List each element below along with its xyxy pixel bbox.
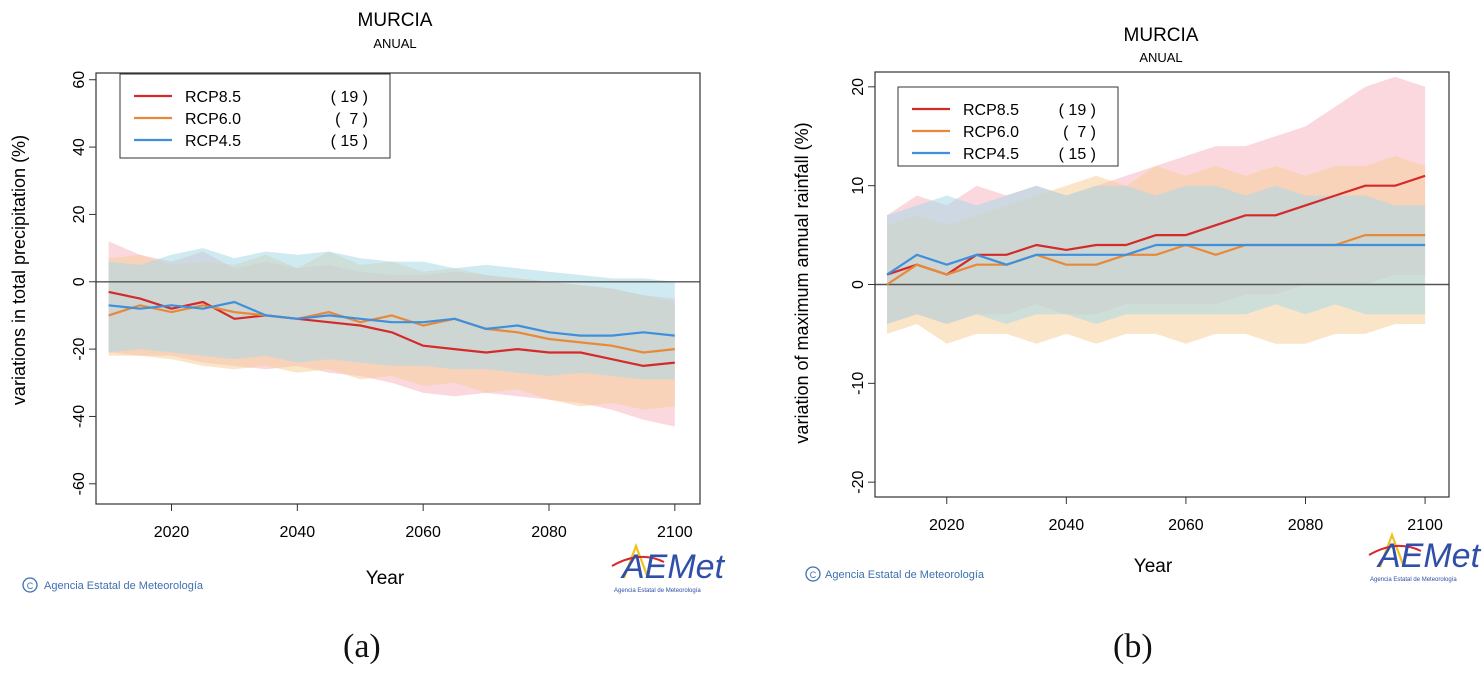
chart-b-copyright-icon: C	[805, 566, 821, 582]
chart-b-logo: AEMet Agencia Estatal de Meteorología	[1368, 531, 1482, 583]
chart-a-logo-text: AEMet	[620, 548, 726, 586]
chart-a-legend-count: ( 15 )	[331, 133, 368, 150]
chart-a-band-rcp45	[108, 248, 675, 380]
chart-a-ytick-label: -40	[71, 405, 88, 428]
chart-a-xtick-label: 2020	[154, 524, 190, 541]
chart-b-logo-sub: Agencia Estatal de Meteorología	[1370, 577, 1457, 583]
caption-b: (b)	[1113, 628, 1153, 665]
chart-a-ytick-label: -20	[71, 337, 88, 360]
chart-b-logo-text: AEMet	[1376, 537, 1482, 575]
chart-b-legend-name: RCP4.5	[963, 146, 1019, 163]
chart-a-xlabel: Year	[366, 568, 405, 589]
chart-b-xtick-label: 2040	[1049, 517, 1085, 534]
chart-a-subtitle: ANUAL	[373, 36, 416, 51]
chart-b-ytick-label: 20	[850, 78, 867, 96]
chart-a-plot: 60 40 20 0 -20 -40 -60 2020 2040 2060 2080 2100 RCP8…	[71, 71, 701, 541]
chart-a-legend-name: RCP8.5	[185, 89, 241, 106]
chart-a-credit: Agencia Estatal de Meteorología	[44, 580, 204, 592]
chart-a-xtick-label: 2080	[531, 524, 567, 541]
chart-a-line-rcp45	[108, 300, 675, 337]
chart-b-xtick-label: 2080	[1288, 517, 1324, 534]
chart-a-title: MURCIA	[358, 10, 433, 31]
chart-a-xtick-label: 2100	[657, 524, 693, 541]
chart-a-precipitation: MURCIA ANUAL 60 40 20 0 -20 -40 -60 2020 2040 206…	[9, 10, 726, 594]
chart-a-copyright-icon: C	[22, 577, 38, 593]
chart-a-legend-name: RCP6.0	[185, 111, 241, 128]
chart-a-ylabel: variations in total precipitation (%)	[9, 135, 29, 405]
chart-a-line-rcp60	[108, 304, 675, 354]
chart-b-legend-name: RCP6.0	[963, 124, 1019, 141]
chart-a-legend-box	[119, 73, 391, 159]
chart-a-logo-sub: Agencia Estatal de Meteorología	[614, 588, 701, 594]
chart-b-ytick-label: 10	[850, 177, 867, 195]
chart-a-ytick-label: 20	[71, 205, 88, 223]
chart-b-ylabel: variation of maximum annual rainfall (%)	[792, 122, 812, 443]
chart-b-legend-count: ( 7 )	[1063, 124, 1096, 141]
chart-b-ytick-label: -10	[850, 372, 867, 395]
chart-a-legend-count: ( 7 )	[335, 111, 368, 128]
chart-a-plot-frame	[95, 72, 701, 505]
chart-b-legend-count: ( 15 )	[1059, 146, 1096, 163]
chart-b-subtitle: ANUAL	[1139, 50, 1182, 65]
chart-b-xtick-label: 2020	[929, 517, 965, 534]
chart-b-legend-name: RCP8.5	[963, 102, 1019, 119]
chart-a-legend-name: RCP4.5	[185, 133, 241, 150]
chart-b-title: MURCIA	[1124, 25, 1199, 46]
chart-b-legend-count: ( 19 )	[1059, 102, 1096, 119]
chart-a-legend-count: ( 19 )	[331, 89, 368, 106]
chart-b-credit: Agencia Estatal de Meteorología	[825, 569, 985, 581]
chart-a-xtick-label: 2040	[280, 524, 316, 541]
chart-b-ytick-label: -20	[850, 471, 867, 494]
chart-b-line-rcp45	[886, 243, 1426, 276]
chart-a-ytick-label: 0	[71, 277, 88, 286]
svg-text:C: C	[810, 570, 817, 580]
chart-b-xtick-label: 2100	[1407, 517, 1443, 534]
chart-b-max-rainfall: MURCIA ANUAL 20 10 0 -10 -20 2020 2040 2060 2080…	[792, 25, 1482, 583]
chart-a-xtick-label: 2060	[405, 524, 441, 541]
chart-b-xtick-label: 2060	[1168, 517, 1204, 534]
caption-a: (a)	[343, 628, 381, 665]
chart-a-ytick-label: 40	[71, 138, 88, 156]
chart-a-line-rcp85	[108, 290, 675, 367]
chart-b-plot: 20 10 0 -10 -20 2020 2040 2060 2080 2100 RCP8.5 ( 1…	[850, 71, 1450, 534]
svg-text:C: C	[27, 581, 34, 591]
chart-a-ytick-label: -60	[71, 472, 88, 495]
chart-b-xlabel: Year	[1134, 556, 1173, 577]
chart-a-logo: AEMet Agencia Estatal de Meteorología	[611, 542, 726, 594]
chart-a-ytick-label: 60	[71, 71, 88, 89]
chart-b-ytick-label: 0	[850, 280, 867, 289]
